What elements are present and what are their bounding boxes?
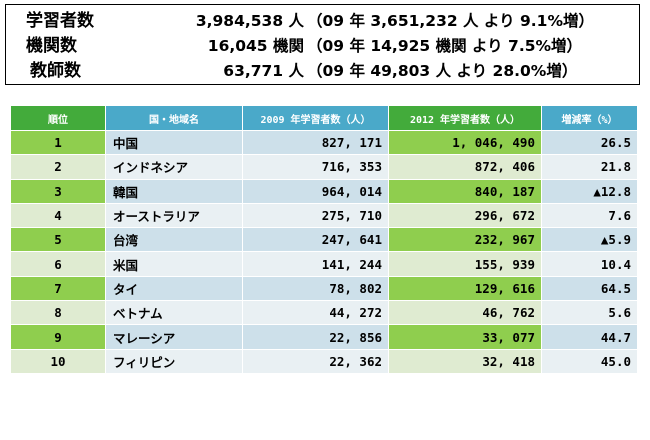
summary-note: （09 年 14,925 機関 より 7.5%増） [307,37,583,55]
rank-cell: 6 [10,251,106,277]
table-row: 2 インドネシア 716, 353 872, 406 21.8 [10,154,638,180]
summary-value: 63,771 人 [223,62,304,80]
country-cell: 台湾 [105,227,243,253]
rank-cell: 7 [10,275,106,302]
rate-cell: 45.0 [541,348,638,374]
rate-cell: 7.6 [541,202,638,229]
rate-cell: ▲12.8 [541,178,638,204]
summary-value: 3,984,538 人 [195,12,304,30]
learners-2012-cell: 32, 418 [388,348,542,374]
country-cell: マレーシア [105,324,243,350]
table-row: 9 マレーシア 22, 856 33, 077 44.7 [10,324,638,350]
learners-2012-cell: 1, 046, 490 [388,129,542,156]
learners-2009-cell: 78, 802 [242,275,389,302]
table-header-row: 順位 国・地域名 2009 年学習者数（人） 2012 年学習者数（人） 増減率… [10,105,638,131]
learners-2012-cell: 296, 672 [388,202,542,229]
table-row: 7 タイ 78, 802 129, 616 64.5 [10,275,638,302]
rate-cell: 44.7 [541,324,638,350]
rank-cell: 9 [10,324,106,350]
summary-row-learners: 学習者数 3,984,538 人 （09 年 3,651,232 人 より 9.… [6,9,639,33]
rank-cell: 2 [10,154,106,180]
learners-2009-cell: 964, 014 [242,178,389,204]
rank-cell: 10 [10,348,106,374]
summary-value: 16,045 機関 [207,37,304,55]
learners-2009-cell: 716, 353 [242,154,389,180]
header-rank: 順位 [10,105,106,131]
learners-2009-cell: 827, 171 [242,129,389,156]
rank-cell: 5 [10,227,106,253]
table-row: 3 韓国 964, 014 840, 187 ▲12.8 [10,178,638,204]
country-cell: ベトナム [105,300,243,326]
table-row: 5 台湾 247, 641 232, 967 ▲5.9 [10,227,638,253]
header-country: 国・地域名 [105,105,243,131]
summary-label: 教師数 [30,61,81,81]
rate-cell: 10.4 [541,251,638,277]
rank-cell: 4 [10,202,106,229]
learners-2009-cell: 22, 362 [242,348,389,374]
learners-2012-cell: 33, 077 [388,324,542,350]
ranking-table: 順位 国・地域名 2009 年学習者数（人） 2012 年学習者数（人） 増減率… [10,105,638,374]
learners-2009-cell: 275, 710 [242,202,389,229]
rate-cell: ▲5.9 [541,227,638,253]
learners-2009-cell: 141, 244 [242,251,389,277]
header-rate: 増減率（%） [541,105,638,131]
rate-cell: 5.6 [541,300,638,326]
learners-2012-cell: 155, 939 [388,251,542,277]
learners-2009-cell: 44, 272 [242,300,389,326]
learners-2012-cell: 232, 967 [388,227,542,253]
summary-label: 機関数 [26,36,77,56]
header-2009: 2009 年学習者数（人） [242,105,389,131]
country-cell: フィリピン [105,348,243,374]
rank-cell: 8 [10,300,106,326]
country-cell: 米国 [105,251,243,277]
learners-2012-cell: 840, 187 [388,178,542,204]
rate-cell: 21.8 [541,154,638,180]
table-row: 8 ベトナム 44, 272 46, 762 5.6 [10,300,638,326]
summary-label: 学習者数 [26,11,94,31]
table-row: 6 米国 141, 244 155, 939 10.4 [10,251,638,277]
learners-2012-cell: 46, 762 [388,300,542,326]
country-cell: インドネシア [105,154,243,180]
summary-note: （09 年 49,803 人 より 28.0%増） [307,62,578,80]
learners-2012-cell: 872, 406 [388,154,542,180]
table-row: 4 オーストラリア 275, 710 296, 672 7.6 [10,202,638,229]
rank-cell: 1 [10,129,106,156]
summary-row-institutions: 機関数 16,045 機関 （09 年 14,925 機関 より 7.5%増） [6,34,639,58]
country-cell: 中国 [105,129,243,156]
header-2012: 2012 年学習者数（人） [388,105,542,131]
summary-row-teachers: 教師数 63,771 人 （09 年 49,803 人 より 28.0%増） [6,59,639,83]
rate-cell: 64.5 [541,275,638,302]
table-row: 10 フィリピン 22, 362 32, 418 45.0 [10,348,638,374]
learners-2009-cell: 247, 641 [242,227,389,253]
rank-cell: 3 [10,178,106,204]
country-cell: 韓国 [105,178,243,204]
summary-box: 学習者数 3,984,538 人 （09 年 3,651,232 人 より 9.… [5,4,640,85]
country-cell: オーストラリア [105,202,243,229]
country-cell: タイ [105,275,243,302]
rate-cell: 26.5 [541,129,638,156]
table-row: 1 中国 827, 171 1, 046, 490 26.5 [10,129,638,156]
summary-note: （09 年 3,651,232 人 より 9.1%増） [307,12,595,30]
learners-2012-cell: 129, 616 [388,275,542,302]
learners-2009-cell: 22, 856 [242,324,389,350]
